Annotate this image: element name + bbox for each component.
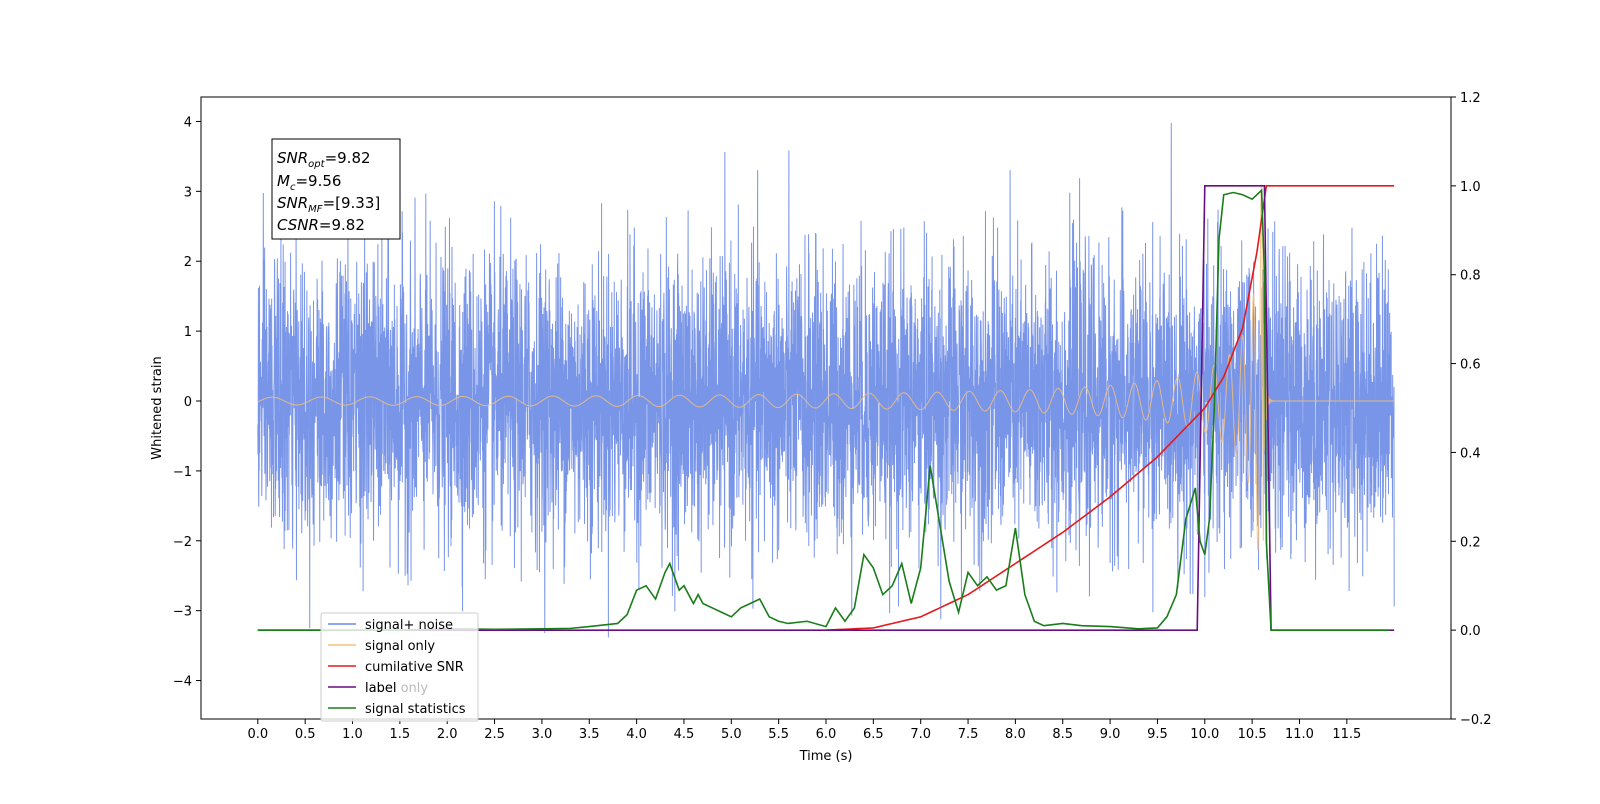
y-right-tick-label: 0.2 [1460, 535, 1481, 550]
plot-area [257, 122, 1395, 638]
x-tick-label: 5.5 [768, 727, 789, 742]
legend: signal+ noise signal only cumilative SNR… [320, 612, 479, 722]
x-tick-label: 6.5 [863, 727, 884, 742]
stat-snr-mf-value: =[9.33] [323, 194, 381, 212]
stat-csnr-value: =9.82 [319, 216, 365, 234]
x-tick-label: 2.0 [437, 727, 458, 742]
x-tick-label: 7.5 [958, 727, 979, 742]
legend-label-signal-noise: signal+ noise [365, 618, 453, 633]
x-tick-label: 11.0 [1285, 727, 1314, 742]
series-cumulative-snr-line [825, 185, 1395, 631]
y-left-tick-label: 3 [184, 185, 192, 200]
y-left-tick-label: 4 [184, 115, 192, 130]
y-left-tick-label: −2 [173, 535, 192, 550]
y-right-tick-label: 0.0 [1460, 624, 1481, 639]
x-tick-label: 3.0 [532, 727, 553, 742]
stat-snr-opt-sub: opt [308, 159, 325, 170]
x-tick-label: 8.0 [1005, 727, 1026, 742]
legend-label-label-only: label only [365, 681, 428, 696]
stat-mc: Mc=9.56 [277, 172, 341, 193]
stat-snr-mf-symbol: SNR [277, 194, 308, 212]
x-tick-label: 8.5 [1052, 727, 1073, 742]
x-tick-label: 5.0 [721, 727, 742, 742]
y-left-tick-label: −4 [173, 675, 192, 690]
series-signal-only-line [257, 183, 1395, 551]
y-axis-left-ticks: 4 3 2 1 0 −1 −2 −3 −4 [173, 115, 201, 690]
x-tick-label: 4.5 [674, 727, 695, 742]
y-left-tick-label: −1 [173, 465, 192, 480]
x-tick-label: 1.0 [342, 727, 363, 742]
x-tick-label: 0.0 [247, 727, 268, 742]
x-tick-label: 4.0 [626, 727, 647, 742]
y-axis-left-label: Whitened strain [150, 356, 165, 459]
y-right-tick-label: 0.4 [1460, 446, 1481, 461]
legend-label-cumulative-snr: cumilative SNR [365, 660, 464, 675]
x-tick-label: 10.0 [1190, 727, 1219, 742]
y-axis-right-ticks: 1.2 1.0 0.8 0.6 0.4 0.2 0.0 −0.2 [1451, 91, 1492, 728]
y-right-tick-label: 0.8 [1460, 269, 1481, 284]
legend-label-signal-statistics: signal statistics [365, 702, 466, 717]
y-right-tick-label: 0.6 [1460, 358, 1481, 373]
x-axis-ticks: 0.0 0.5 1.0 1.5 2.0 2.5 3.0 3.5 4.0 4.5 5.0 5.5 6.0 6… [247, 719, 1361, 742]
x-tick-label: 0.5 [295, 727, 316, 742]
y-left-tick-label: 2 [184, 255, 192, 270]
stats-box: SNRopt=9.82 Mc=9.56 SNRMF=[9.33] CSNR=9.… [271, 138, 401, 240]
stat-snr-opt-symbol: SNR [277, 149, 308, 167]
legend-label-signal-only: signal only [365, 639, 435, 654]
series-signal-statistics-line [257, 188, 1390, 631]
y-left-tick-label: −3 [173, 605, 192, 620]
series-signal-noise-line [257, 122, 1395, 638]
stat-mc-sub: c [290, 182, 296, 193]
y-right-tick-label: −0.2 [1460, 713, 1492, 728]
x-tick-label: 1.5 [390, 727, 411, 742]
stat-snr-opt-value: =9.82 [325, 149, 371, 167]
x-tick-label: 7.0 [910, 727, 931, 742]
x-tick-label: 3.5 [579, 727, 600, 742]
x-tick-label: 9.0 [1100, 727, 1121, 742]
stat-csnr-symbol: CSNR [277, 216, 319, 234]
y-right-tick-label: 1.2 [1460, 91, 1481, 106]
y-left-tick-label: 0 [184, 395, 192, 410]
y-right-tick-label: 1.0 [1460, 180, 1481, 195]
x-tick-label: 9.5 [1147, 727, 1168, 742]
x-tick-label: 10.5 [1238, 727, 1267, 742]
stat-csnr: CSNR=9.82 [277, 216, 365, 234]
x-tick-label: 2.5 [484, 727, 505, 742]
stat-mc-value: =9.56 [295, 172, 341, 190]
stat-snr-opt: SNRopt=9.82 [277, 149, 371, 170]
stat-snr-mf-sub: MF [308, 204, 323, 215]
x-tick-label: 6.0 [816, 727, 837, 742]
x-axis-label: Time (s) [799, 749, 853, 764]
x-tick-label: 11.5 [1332, 727, 1361, 742]
legend-label-label: label [365, 681, 396, 696]
y-left-tick-label: 1 [184, 325, 192, 340]
stat-mc-symbol: M [277, 172, 290, 190]
stat-snr-mf: SNRMF=[9.33] [277, 194, 380, 215]
